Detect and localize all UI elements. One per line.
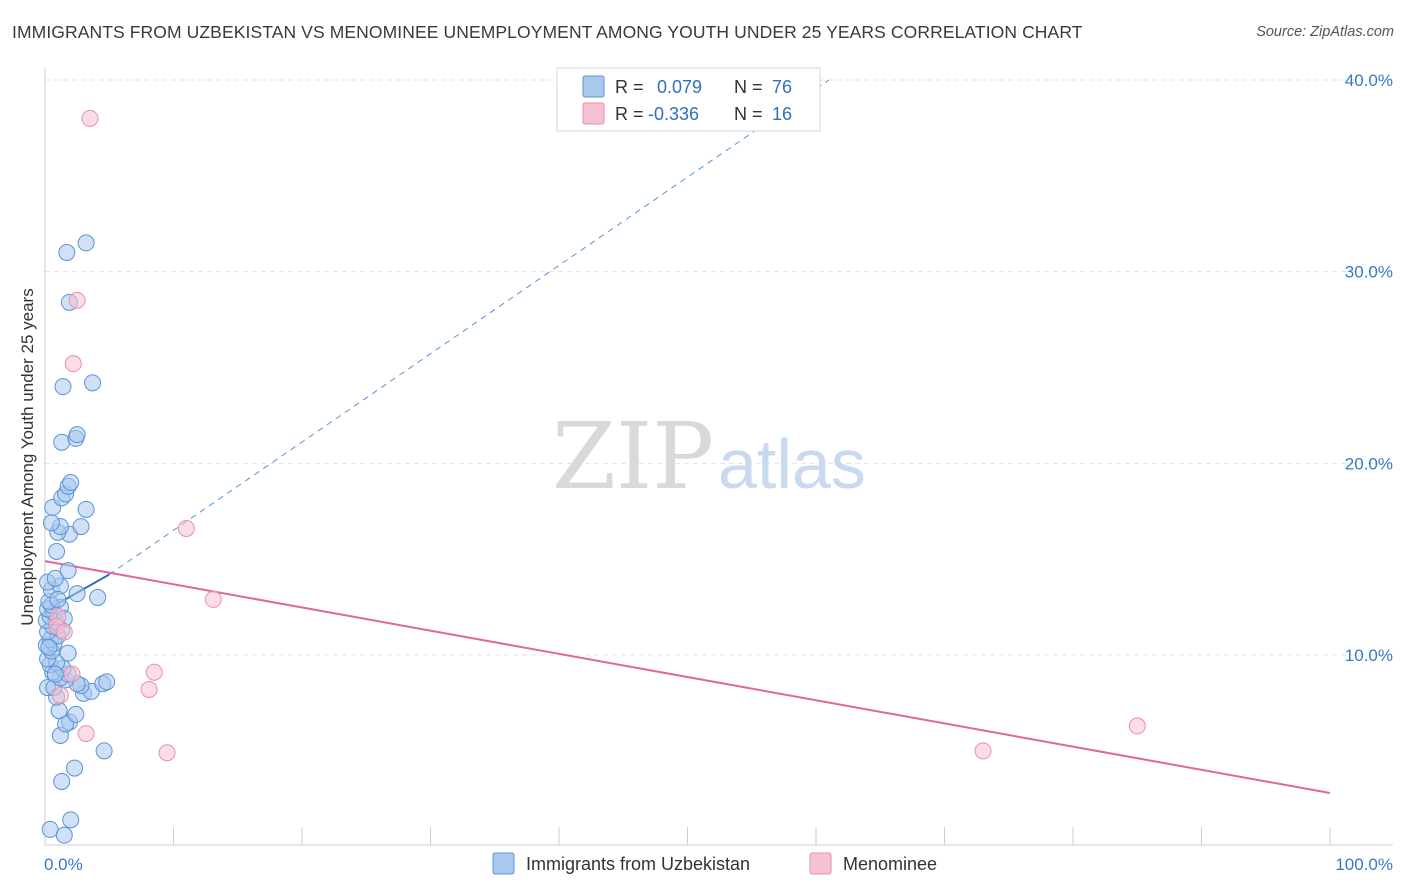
uzbekistan-point-71 [77, 234, 95, 252]
y-tick-label-40: 40.0% [1345, 71, 1393, 90]
stats-legend: R = 0.079 N = 76 R = -0.336 N = 16 [556, 67, 821, 132]
uzbekistan-point-72 [40, 638, 58, 656]
legend-swatch-blue [582, 75, 605, 98]
series-legend: Immigrants from Uzbekistan Menominee [492, 852, 937, 875]
menominee-point-15 [1128, 717, 1146, 735]
y-tick-labels: 10.0% 20.0% 30.0% 40.0% [1345, 71, 1393, 665]
menominee-point-12 [77, 725, 95, 743]
source-credit: Source: ZipAtlas.com [1256, 24, 1394, 40]
x-tick-label-max: 100.0% [1335, 855, 1393, 874]
legend-swatch-pink [582, 102, 605, 125]
x-tick-labels: 0.0% 100.0% [44, 855, 1393, 874]
menominee-point-0 [81, 109, 99, 127]
uzbekistan-point-52 [48, 543, 66, 560]
menominee-point-14 [974, 742, 992, 760]
axes [44, 68, 1393, 846]
menominee-point-7 [55, 623, 73, 641]
y-tick-label-30: 30.0% [1345, 263, 1393, 282]
uzbekistan-point-67 [54, 378, 72, 396]
uzbekistan-point-57 [72, 518, 90, 536]
series-legend-swatch-blue [492, 852, 515, 875]
legend-r-label-1: R = [615, 77, 644, 97]
data-points [37, 109, 1146, 844]
uzbekistan-point-70 [58, 244, 76, 261]
legend-n-value-2: 16 [772, 104, 792, 124]
y-tick-label-20: 20.0% [1345, 454, 1393, 473]
uzbekistan-point-75 [49, 590, 67, 608]
legend-n-label-1: N = [734, 77, 763, 97]
uzbekistan-point-45 [89, 589, 107, 606]
menominee-point-3 [177, 520, 195, 537]
uzbekistan-point-64 [53, 433, 71, 451]
uzbekistan-point-46 [68, 585, 86, 603]
uzbekistan-point-1 [55, 826, 73, 844]
zipatlas-watermark: ZIP atlas [552, 403, 866, 510]
menominee-point-2 [64, 355, 82, 373]
uzbekistan-point-68 [84, 374, 102, 392]
menominee-point-13 [158, 744, 176, 762]
legend-r-value-2: -0.336 [648, 104, 699, 124]
uzbekistan-point-74 [46, 665, 64, 683]
uzbekistan-point-0 [41, 820, 59, 838]
watermark-atlas: atlas [718, 425, 866, 503]
uzbekistan-point-3 [53, 773, 71, 790]
series-legend-label-pink: Menominee [843, 854, 937, 874]
uzbekistan-point-28 [59, 644, 77, 662]
uzbekistan-point-19 [98, 673, 116, 691]
legend-r-label-2: R = [615, 104, 644, 124]
uzbekistan-point-2 [62, 811, 80, 829]
uzbekistan-point-58 [77, 500, 95, 518]
menominee-point-10 [140, 681, 158, 698]
menominee-point-4 [204, 590, 222, 608]
y-tick-label-10: 10.0% [1345, 646, 1393, 665]
legend-n-label-2: N = [734, 104, 763, 124]
watermark-zip: ZIP [552, 403, 714, 510]
legend-n-value-1: 76 [772, 77, 792, 97]
x-tick-label-min: 0.0% [44, 855, 83, 874]
legend-r-value-1: 0.079 [657, 77, 702, 97]
menominee-point-9 [145, 663, 163, 681]
chart-title: IMMIGRANTS FROM UZBEKISTAN VS MENOMINEE … [12, 22, 1083, 42]
uzbekistan-point-56 [42, 514, 60, 532]
uzbekistan-point-5 [95, 742, 113, 760]
menominee-point-11 [51, 686, 69, 704]
uzbekistan-point-50 [46, 569, 64, 587]
uzbekistan-point-10 [67, 705, 85, 723]
series-legend-label-blue: Immigrants from Uzbekistan [526, 854, 750, 874]
uzbekistan-point-66 [68, 426, 86, 444]
uzbekistan-point-4 [66, 759, 84, 777]
menominee-point-8 [63, 665, 81, 683]
pink-trend-line [44, 560, 1331, 794]
uzbekistan-point-51 [59, 562, 77, 580]
y-axis-label: Unemployment Among Youth under 25 years [18, 288, 37, 625]
menominee-point-1 [68, 291, 86, 309]
series-legend-swatch-pink [809, 852, 832, 875]
uzbekistan-point-63 [62, 474, 80, 491]
blue-trend-extension [108, 79, 830, 575]
gridlines [45, 79, 1393, 656]
